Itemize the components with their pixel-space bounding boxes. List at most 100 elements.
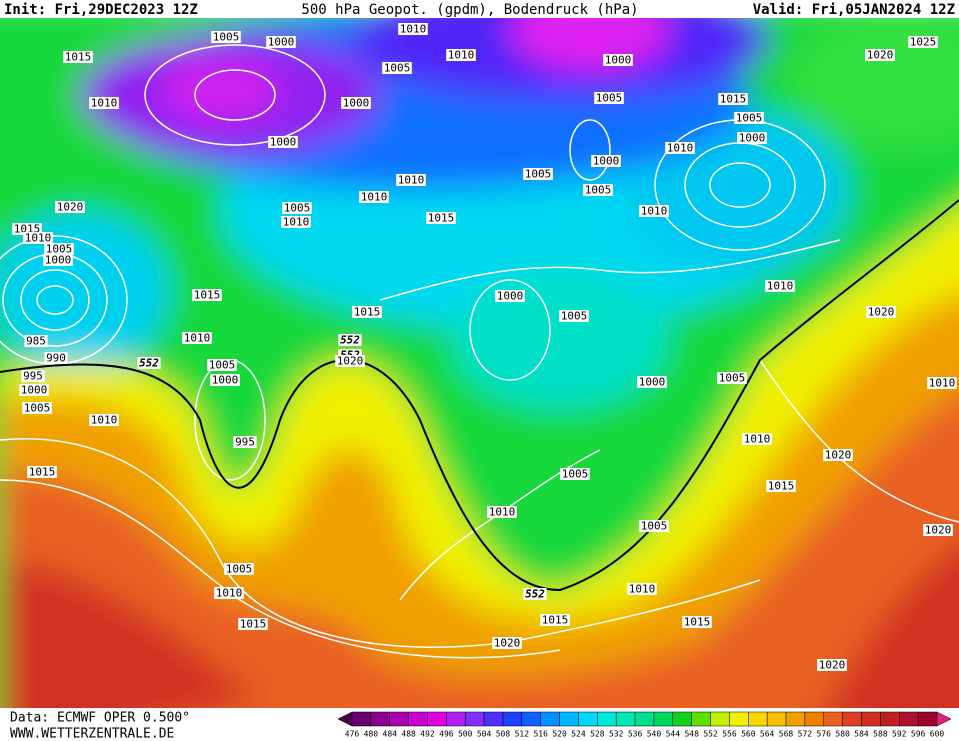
- isobar-label-box: [21, 370, 45, 382]
- isobar-label-box: [44, 352, 68, 364]
- isobar-label-box: [583, 184, 613, 196]
- isobar-label: 1005: [561, 310, 588, 323]
- colorbar-swatch: [804, 711, 825, 727]
- isobar-label: 1000: [739, 132, 766, 145]
- isobar-label: 1010: [25, 232, 52, 245]
- colorbar-label: 488: [401, 730, 416, 739]
- colorbar-swatch: [464, 711, 485, 727]
- colorbar-swatch: [597, 711, 617, 727]
- isobar-label-box: [639, 205, 669, 217]
- isobar-label-box: [238, 618, 268, 630]
- colorbar-swatch: [729, 711, 749, 727]
- isobar-label: 1010: [448, 49, 475, 62]
- isobar-label: 1010: [767, 280, 794, 293]
- colorbar-label: 524: [571, 730, 586, 739]
- isobar-label-box: [44, 243, 74, 255]
- header-bar: [0, 0, 959, 18]
- colorbar-label: 536: [628, 730, 643, 739]
- isobar-label: 1015: [194, 289, 221, 302]
- isobar-label-box: [55, 201, 85, 213]
- colorbar-swatch: [766, 711, 787, 727]
- colorbar-swatch: [578, 711, 598, 727]
- isobar-label-box: [268, 136, 298, 148]
- isobar-label-box: [923, 524, 953, 536]
- colorbar-swatch: [823, 711, 843, 727]
- colorbar-label: 564: [760, 730, 775, 739]
- isobar-label-box: [559, 310, 589, 322]
- isobar-label: 1010: [91, 97, 118, 110]
- data-source: Data: ECMWF OPER 0.500°: [10, 711, 190, 726]
- colorbar-swatch: [502, 711, 523, 727]
- isobar-label: 1005: [24, 402, 51, 415]
- colorbar-swatch: [559, 711, 579, 727]
- isobar-label-box: [27, 466, 57, 478]
- colorbar-label: 544: [666, 730, 681, 739]
- isobar-label-box: [717, 372, 747, 384]
- isobar-label: 1010: [283, 216, 310, 229]
- isobar-label: 1020: [925, 524, 952, 537]
- isobar-label: 1015: [768, 480, 795, 493]
- isobar-label: 1020: [825, 449, 852, 462]
- isobar-label: 1010: [744, 433, 771, 446]
- isobar-label: 1010: [629, 583, 656, 596]
- isobar-label-box: [766, 480, 796, 492]
- isobar-label-box: [540, 614, 570, 626]
- isobar-label: 1015: [65, 51, 92, 64]
- contour-label: 552: [525, 588, 545, 601]
- colorbar-swatch: [899, 711, 919, 727]
- isobar-label-box: [210, 374, 240, 386]
- colorbar-swatch: [672, 711, 692, 727]
- isobar-label-box: [352, 306, 382, 318]
- isobar-label-box: [207, 359, 237, 371]
- isobar-label-box: [281, 216, 311, 228]
- colorbar-label: 516: [533, 730, 548, 739]
- colorbar-label: 568: [779, 730, 794, 739]
- isobar-label: 1010: [667, 142, 694, 155]
- colorbar-swatch: [446, 711, 466, 727]
- colorbar-label: 500: [458, 730, 473, 739]
- isobar-label: 1015: [684, 616, 711, 629]
- isobar-label: 1000: [605, 54, 632, 67]
- isobar-label-box: [492, 637, 522, 649]
- colorbar-swatch: [634, 711, 655, 727]
- colorbar-swatch: [917, 711, 938, 727]
- colorbar-label: 484: [383, 730, 398, 739]
- isobar-label: 1010: [929, 377, 956, 390]
- isobar-label: 1005: [46, 243, 73, 256]
- colorbar-label: 592: [892, 730, 907, 739]
- valid-time: Valid: Fri,05JAN2024 12Z: [753, 2, 955, 18]
- colorbar-label: 600: [930, 730, 945, 739]
- isobar-label-box: [89, 97, 119, 109]
- colorbar-swatch: [748, 711, 768, 727]
- colorbar-label: 532: [609, 730, 624, 739]
- isobar-label: 1000: [343, 97, 370, 110]
- isobar-label-box: [560, 468, 590, 480]
- isobar-label: 1015: [542, 614, 569, 627]
- colorbar-swatch: [653, 711, 674, 727]
- isobar-label: 1020: [868, 306, 895, 319]
- isobar-label: 1010: [184, 332, 211, 345]
- isobar-label-box: [192, 289, 222, 301]
- isobar-label-box: [627, 583, 657, 595]
- colorbar-swatch: [483, 711, 504, 727]
- isobar-label-box: [908, 36, 938, 48]
- contour-label-box: [523, 588, 547, 600]
- isobar-label: 1025: [910, 36, 937, 49]
- isobar-label: 985: [26, 335, 46, 348]
- isobar-label-box: [22, 402, 52, 414]
- colorbar-swatch: [389, 711, 409, 727]
- isobar-label-box: [765, 280, 795, 292]
- colorbar: 476 480 484 488 492 496 500 504 508 512 516 520 524 5…: [337, 711, 952, 739]
- isobar-label-box: [89, 414, 119, 426]
- isobar-label-box: [19, 384, 49, 396]
- isobar-label-box: [737, 132, 767, 144]
- colorbar-label: 588: [873, 730, 888, 739]
- website: WWW.WETTERZENTRALE.DE: [10, 727, 174, 741]
- colorbar-swatch: [691, 711, 711, 727]
- isobar-label: 1010: [91, 414, 118, 427]
- isobar-label-box: [594, 92, 624, 104]
- colorbar-swatch: [540, 711, 560, 727]
- colorbar-label: 508: [496, 730, 511, 739]
- isobar-label: 1000: [270, 136, 297, 149]
